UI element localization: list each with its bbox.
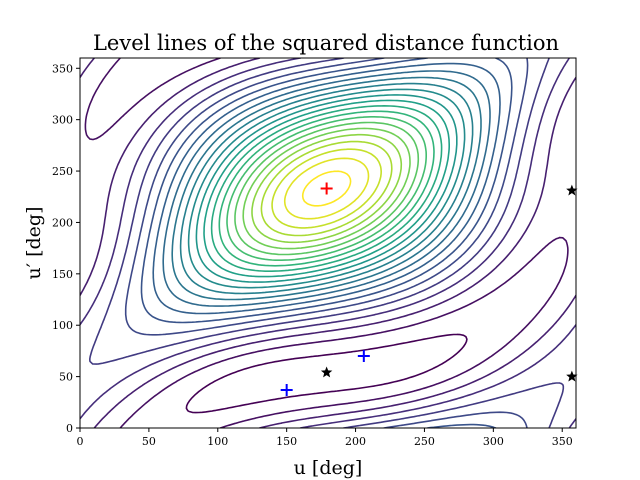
contour-level-21 — [260, 140, 393, 237]
contour-level-14 — [203, 99, 450, 278]
blue-plus-marker — [357, 350, 370, 363]
x-tick-label: 350 — [552, 435, 573, 448]
x-tick-label: 300 — [483, 435, 504, 448]
x-tick-label: 200 — [345, 435, 366, 448]
contour-level-15 — [210, 105, 443, 272]
y-tick-label: 300 — [52, 114, 73, 127]
contour-level-6 — [124, 58, 529, 428]
star-marker — [566, 184, 578, 196]
y-tick-label: 0 — [66, 422, 73, 435]
y-tick-label: 50 — [59, 371, 73, 384]
contour-level-11 — [179, 82, 474, 295]
y-tick-label: 100 — [52, 319, 73, 332]
chart-title: Level lines of the squared distance func… — [93, 31, 559, 55]
x-axis-label: u [deg] — [294, 457, 363, 479]
x-axis-ticks: 0 50 100 150 200 250 300 350 — [77, 428, 573, 448]
x-tick-label: 150 — [276, 435, 297, 448]
red-plus-marker — [320, 182, 333, 195]
markers — [280, 182, 578, 396]
star-marker — [320, 366, 333, 378]
x-tick-label: 0 — [77, 435, 84, 448]
y-tick-label: 350 — [52, 62, 73, 75]
contour-level-20 — [251, 133, 403, 244]
x-tick-label: 100 — [207, 435, 228, 448]
x-tick-label: 50 — [142, 435, 156, 448]
y-axis-ticks: 0 50 100 150 200 250 300 350 — [52, 62, 80, 435]
contour-level-12 — [187, 88, 466, 289]
contour-level-8 — [152, 62, 501, 315]
contour-level-13 — [195, 94, 458, 283]
contour-level-24 — [301, 170, 352, 207]
y-tick-label: 150 — [52, 268, 73, 281]
contour-level-10 — [171, 76, 482, 301]
contour-level-17 — [226, 116, 427, 261]
contour-level-16 — [218, 110, 435, 267]
contour-level-19 — [242, 127, 411, 250]
plot-frame — [79, 57, 577, 429]
contour-level-9 — [162, 70, 491, 307]
y-tick-label: 250 — [52, 165, 73, 178]
contour-level-2 — [84, 58, 569, 428]
contour-level-23 — [283, 157, 370, 220]
contour-level-22 — [271, 148, 382, 229]
contour-level-1 — [185, 333, 468, 414]
contour-level-3 — [80, 58, 576, 428]
contour-level-18 — [234, 121, 420, 256]
y-tick-label: 200 — [52, 216, 73, 229]
blue-plus-marker — [280, 383, 293, 396]
y-axis-label: u′ [deg] — [23, 207, 45, 280]
star-marker — [566, 370, 578, 382]
x-tick-label: 250 — [414, 435, 435, 448]
contour-lines — [80, 58, 576, 428]
